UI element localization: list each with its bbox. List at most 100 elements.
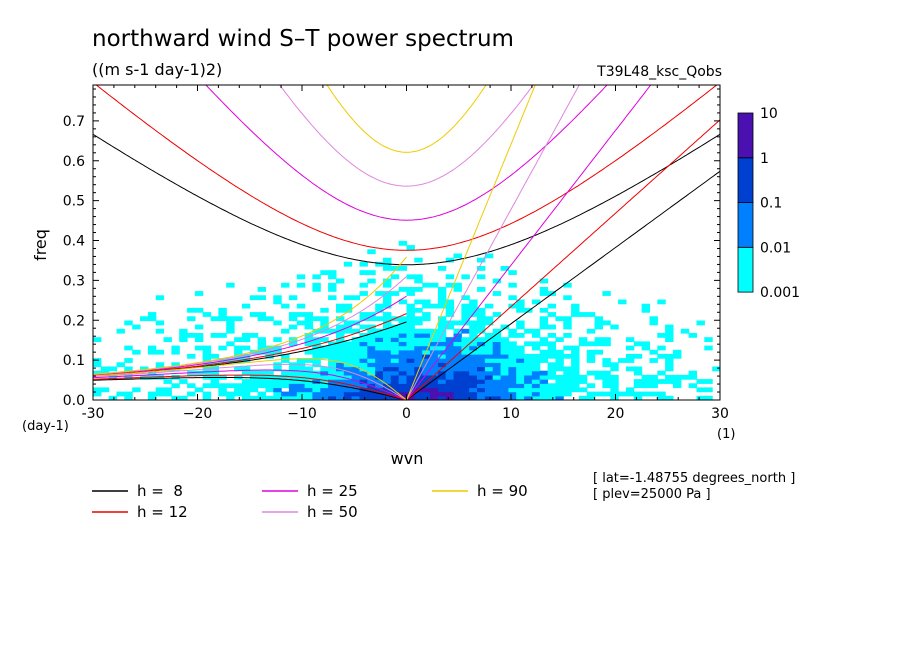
x-tick-label: −10 (287, 406, 317, 422)
spectrum-cell (657, 333, 666, 338)
spectrum-cell (430, 345, 439, 351)
spectrum-cell (633, 395, 643, 400)
spectrum-cell (296, 379, 306, 384)
spectrum-cell (649, 349, 658, 355)
spectrum-cell (351, 374, 360, 380)
spectrum-cell (555, 374, 564, 380)
spectrum-cell (406, 324, 415, 330)
spectrum-cell (492, 341, 502, 347)
spectrum-cell (531, 383, 541, 389)
spectrum-cell (390, 353, 400, 359)
spectrum-cell (610, 379, 619, 384)
spectrum-cell (445, 349, 455, 355)
spectrum-cell (218, 387, 227, 393)
spectrum-cell (218, 316, 227, 322)
spectrum-cell (312, 316, 321, 322)
spectrum-cell (343, 395, 353, 400)
spectrum-cell (383, 278, 392, 284)
spectrum-cell (618, 299, 627, 305)
legend-label-h25: h = 25 (307, 482, 358, 500)
spectrum-cell (524, 391, 533, 397)
spectrum-cell (351, 337, 360, 342)
spectrum-cell (234, 366, 243, 372)
spectrum-cell (445, 320, 455, 326)
spectrum-cell (288, 366, 298, 372)
spectrum-cell (367, 316, 376, 322)
spectrum-cell (484, 320, 494, 326)
spectrum-cell (257, 349, 266, 355)
spectrum-cell (336, 395, 345, 400)
spectrum-cell (696, 379, 705, 384)
spectrum-cell (469, 358, 478, 363)
spectrum-cell (100, 387, 110, 393)
spectrum-cell (171, 383, 180, 389)
spectrum-cell (241, 303, 251, 309)
spectrum-cell (202, 353, 212, 359)
spectrum-cell (445, 370, 455, 376)
spectrum-cell (578, 374, 588, 380)
spectrum-cell (571, 374, 580, 380)
legend-label-h8: h = 8 (137, 482, 183, 500)
spectrum-cell (343, 370, 353, 376)
spectrum-cell (555, 358, 564, 363)
spectrum-cell (296, 370, 306, 376)
spectrum-cell (453, 391, 462, 397)
spectrum-cell (336, 379, 345, 384)
spectrum-cell (241, 353, 251, 359)
spectrum-cell (625, 353, 635, 359)
spectrum-cell (390, 387, 400, 393)
spectrum-cell (555, 379, 564, 384)
spectrum-cell (304, 374, 313, 380)
spectrum-cell (437, 362, 447, 368)
spectrum-cell (477, 307, 486, 313)
spectrum-cell (477, 257, 486, 263)
spectrum-cell (343, 295, 353, 301)
spectrum-cell (398, 358, 408, 363)
spectrum-cell (430, 395, 439, 400)
spectrum-cell (422, 358, 431, 363)
spectrum-cell (398, 379, 408, 384)
spectrum-cell (288, 324, 298, 330)
spectrum-cell (649, 374, 658, 380)
spectrum-cell (210, 353, 219, 359)
spectrum-cell (422, 374, 431, 380)
x-tick-label: 30 (711, 406, 729, 422)
spectrum-cell (547, 391, 556, 397)
spectrum-cell (398, 387, 408, 393)
spectrum-cell (328, 391, 337, 397)
spectrum-cell (453, 374, 462, 380)
spectrum-cell (555, 395, 564, 400)
spectrum-cell (234, 349, 243, 355)
spectrum-cell (383, 316, 392, 322)
spectrum-cell (406, 303, 415, 309)
spectrum-cell (477, 387, 486, 393)
spectrum-cell (367, 324, 376, 330)
spectrum-cell (586, 312, 596, 317)
spectrum-cell (288, 383, 298, 389)
spectrum-cell (555, 362, 564, 368)
spectrum-cell (453, 383, 462, 389)
spectrum-cell (320, 387, 329, 393)
spectrum-cell (273, 395, 282, 400)
spectrum-cell (516, 379, 525, 384)
spectrum-cell (422, 312, 431, 317)
spectrum-cell (288, 370, 298, 376)
spectrum-cell (641, 303, 650, 309)
spectrum-cell (453, 353, 462, 359)
legend: h = 8 h = 12 h = 25 h = 50 h = 90 (92, 482, 528, 521)
spectrum-cell (618, 358, 627, 363)
spectrum-cell (657, 391, 666, 397)
spectrum-cell (390, 391, 400, 397)
spectrum-cell (328, 370, 337, 376)
spectrum-cell (304, 316, 313, 322)
spectrum-cell (437, 374, 447, 380)
spectrum-cell (320, 270, 329, 275)
spectrum-cell (571, 312, 580, 317)
spectrum-cell (179, 337, 188, 342)
spectrum-cell (453, 287, 462, 292)
spectrum-cell (414, 316, 423, 322)
spectrum-cell (437, 379, 447, 384)
spectrum-cell (516, 395, 525, 400)
spectrum-cell (673, 379, 682, 384)
spectrum-cell (273, 349, 282, 355)
